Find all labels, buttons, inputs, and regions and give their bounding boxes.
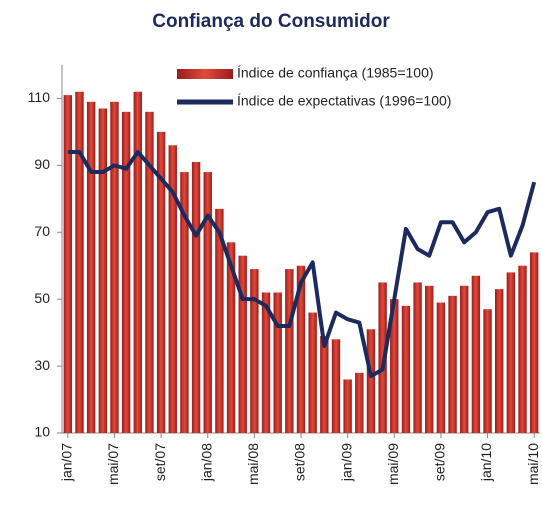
bar [110, 101, 119, 434]
bar [355, 372, 364, 433]
bar [238, 255, 247, 433]
x-tick-label: jan/09 [338, 443, 354, 482]
bar [215, 208, 224, 433]
bar [460, 285, 469, 433]
bar [390, 299, 399, 433]
bar [401, 305, 411, 433]
x-tick-label: jan/10 [478, 443, 494, 482]
y-tick-label: 110 [28, 89, 51, 105]
x-tick-label: set/07 [152, 443, 168, 481]
bar [250, 269, 259, 433]
bar [343, 379, 352, 433]
bar [436, 302, 446, 433]
bar [331, 339, 341, 433]
y-tick-label: 10 [34, 424, 50, 440]
bar [133, 91, 142, 433]
x-tick-label: jan/08 [198, 443, 214, 482]
bar [366, 329, 376, 433]
bar [145, 111, 154, 433]
x-tick-label: mai/07 [105, 443, 121, 485]
bar [448, 295, 457, 433]
bar [494, 289, 504, 433]
y-tick-label: 30 [34, 357, 50, 373]
bar [86, 101, 96, 434]
bar [413, 282, 422, 433]
bar [121, 111, 131, 433]
y-tick-label: 70 [34, 223, 50, 239]
y-tick-label: 90 [34, 156, 50, 172]
bar [518, 265, 527, 433]
x-tick-label: mai/08 [245, 443, 261, 485]
bar [180, 172, 189, 433]
bar [483, 309, 492, 433]
bar [168, 145, 177, 434]
line [67, 149, 537, 379]
bar [203, 172, 212, 433]
x-tick-label: set/09 [432, 443, 448, 481]
bar [425, 285, 434, 433]
legend-label: Índice de expectativas (1996=100) [237, 93, 451, 109]
chart-title: Confiança do Consumidor [152, 11, 390, 32]
legend-label: Índice de confiança (1985=100) [237, 65, 434, 81]
bar [156, 131, 166, 433]
bar [75, 91, 84, 433]
y-tick-label: 50 [34, 290, 50, 306]
bar [471, 275, 481, 433]
bar [226, 242, 236, 433]
bar [529, 252, 539, 433]
bar [296, 265, 306, 433]
bar [320, 335, 329, 433]
legend-swatch [177, 69, 233, 79]
bar [98, 108, 108, 433]
bar [63, 95, 73, 433]
bar [285, 269, 294, 433]
bar [506, 272, 516, 433]
x-tick-label: jan/07 [59, 443, 75, 482]
bar [308, 312, 317, 433]
bar [191, 162, 201, 433]
bar [273, 292, 282, 433]
x-tick-label: mai/10 [525, 443, 541, 485]
x-tick-label: mai/09 [385, 443, 401, 485]
bar [261, 292, 271, 433]
x-tick-label: set/08 [292, 443, 308, 481]
